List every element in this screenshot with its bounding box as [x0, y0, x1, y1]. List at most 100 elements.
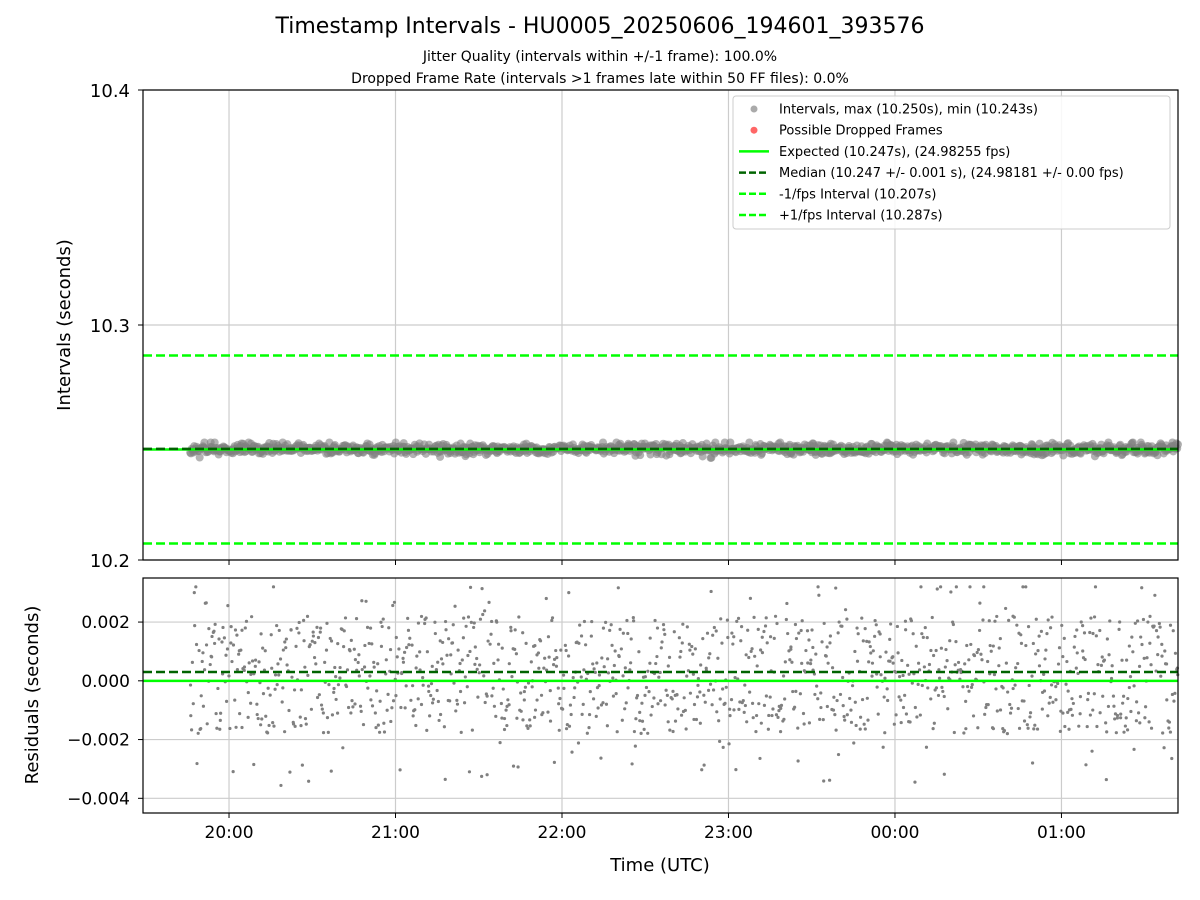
residual-point — [1027, 683, 1031, 688]
residual-point — [711, 633, 715, 637]
residual-point — [989, 649, 993, 653]
residual-point — [751, 716, 755, 720]
residual-point — [483, 609, 487, 613]
residual-point — [978, 601, 982, 605]
residual-point — [579, 675, 583, 679]
residual-point — [498, 741, 502, 745]
residual-point — [413, 708, 417, 712]
residual-point — [870, 674, 874, 678]
residual-point — [714, 629, 718, 633]
residual-point — [541, 711, 545, 715]
residual-point — [1089, 616, 1093, 620]
residual-point — [190, 660, 195, 664]
residual-point — [1015, 623, 1019, 627]
residual-point — [428, 714, 432, 718]
residual-point — [561, 707, 565, 711]
residual-point — [602, 665, 606, 669]
residual-point — [1028, 715, 1032, 719]
residual-point — [263, 649, 267, 653]
residual-point — [369, 698, 373, 702]
residual-point — [255, 712, 259, 717]
residual-point — [853, 700, 857, 704]
residual-point — [807, 721, 812, 725]
residual-point — [621, 631, 625, 635]
residual-point — [324, 648, 329, 652]
residual-point — [332, 686, 336, 691]
residual-point — [407, 643, 411, 647]
residual-point — [684, 727, 688, 731]
residual-point — [538, 639, 543, 643]
residual-point — [587, 712, 592, 717]
residual-point — [693, 647, 697, 651]
residual-point — [1123, 724, 1127, 728]
residual-point — [372, 660, 376, 664]
residual-point — [381, 617, 385, 621]
residual-point — [671, 729, 675, 734]
residual-point — [368, 674, 372, 678]
residual-point — [778, 730, 783, 734]
residual-point — [809, 658, 813, 662]
residual-point — [984, 705, 988, 710]
residual-point — [624, 701, 628, 705]
residual-point — [718, 739, 722, 743]
residual-point — [231, 643, 236, 647]
residual-point — [1088, 713, 1092, 717]
residual-point — [914, 644, 918, 648]
residuals-y-axis-label: Residuals (seconds) — [22, 606, 43, 785]
residual-point — [502, 727, 507, 732]
residual-point — [920, 632, 924, 636]
residual-point — [561, 673, 566, 677]
residual-point — [626, 686, 630, 690]
residual-point — [935, 587, 939, 591]
intervals-x-ticks — [228, 560, 1062, 565]
residual-point — [404, 684, 408, 688]
residual-point — [1004, 661, 1008, 665]
residual-point — [917, 661, 921, 665]
residual-point — [1044, 648, 1048, 652]
x-tick-label: 00:00 — [870, 823, 919, 843]
residual-point — [755, 664, 759, 668]
residual-point — [738, 700, 742, 704]
residual-point — [732, 708, 736, 712]
residual-point — [997, 646, 1001, 650]
residual-point — [638, 719, 642, 723]
residual-point — [591, 697, 596, 701]
residual-point — [1026, 726, 1030, 730]
residual-point — [522, 698, 526, 702]
residual-point — [460, 658, 464, 662]
residual-point — [483, 700, 487, 705]
residual-point — [901, 705, 906, 710]
residual-point — [861, 639, 865, 643]
residual-point — [700, 768, 704, 772]
residual-point — [199, 694, 203, 698]
residual-point — [350, 699, 354, 703]
residual-point — [718, 697, 722, 701]
residual-point — [284, 646, 288, 650]
residual-point — [1143, 716, 1147, 720]
residual-point — [466, 653, 470, 658]
residual-point — [564, 648, 568, 653]
residual-point — [679, 713, 684, 717]
residual-point — [353, 658, 358, 662]
residual-point — [764, 616, 768, 620]
residual-point — [954, 640, 958, 644]
residual-point — [276, 662, 280, 666]
residual-point — [952, 730, 956, 735]
residual-point — [698, 690, 702, 694]
residual-point — [942, 772, 946, 776]
residual-point — [433, 631, 437, 636]
residual-point — [799, 628, 803, 633]
residual-point — [619, 647, 623, 651]
residual-point — [929, 697, 933, 701]
residual-point — [1019, 633, 1023, 637]
residual-point — [646, 669, 650, 673]
residual-point — [338, 665, 342, 670]
residual-point — [1131, 650, 1135, 654]
residual-point — [1028, 711, 1033, 715]
residual-point — [725, 618, 730, 622]
residual-point — [815, 684, 819, 688]
residual-point — [863, 627, 867, 631]
residual-point — [391, 603, 395, 608]
residual-point — [259, 632, 263, 636]
residual-point — [218, 718, 222, 722]
